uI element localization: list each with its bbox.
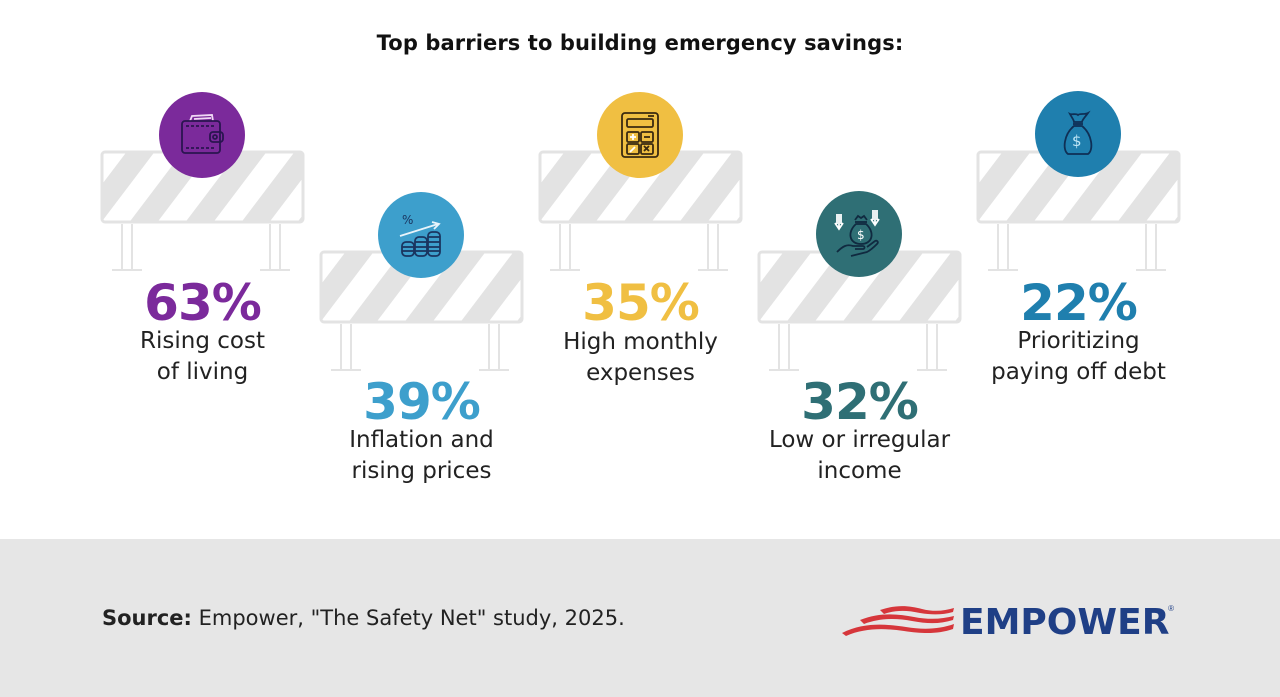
icon-circle (159, 92, 245, 178)
source-text: Empower, "The Safety Net" study, 2025. (191, 606, 625, 630)
barrier-stripe (624, 153, 704, 221)
barrier-stripe (405, 253, 485, 321)
icon-circle: $ (816, 191, 902, 277)
empower-logo: EMPOWER ® (840, 600, 1180, 644)
barrier-stripe (843, 253, 923, 321)
label-line: income (817, 458, 902, 484)
money-bag-icon: $ (1063, 110, 1093, 155)
svg-text:$: $ (1072, 132, 1082, 150)
svg-text:%: % (402, 213, 413, 227)
barrier-stripe (298, 216, 302, 221)
barrier-stripe (899, 253, 959, 321)
label-line: rising prices (351, 458, 492, 484)
label-line: Rising cost (140, 328, 265, 354)
barrier-stripe (736, 216, 740, 221)
registered-mark: ® (1168, 604, 1174, 613)
barrier-label: Prioritizing paying off debt (956, 326, 1201, 388)
barrier-label: Low or irregular income (737, 425, 982, 487)
label-line: of living (156, 359, 249, 385)
label-line: paying off debt (991, 359, 1166, 385)
money-bag-hand-icon: $ (834, 210, 880, 257)
label-line: expenses (586, 360, 695, 386)
label-line: Low or irregular (768, 427, 951, 453)
percent-value: 35% (582, 274, 700, 332)
barrier-stripe (461, 253, 521, 321)
label-line: Prioritizing (1017, 328, 1140, 354)
label-line: Inflation and (349, 427, 494, 453)
barrier-stripe (1118, 153, 1178, 221)
barrier-stripe (1174, 216, 1178, 221)
percent-value: 32% (801, 373, 919, 431)
footer-band (0, 539, 1280, 697)
rising-coins-icon: % (399, 213, 441, 257)
barrier-stripe (242, 153, 302, 221)
logo-wordmark: EMPOWER (960, 602, 1170, 643)
flag-waves-icon (842, 606, 954, 636)
icon-circle: % (378, 192, 464, 278)
barrier-label: Rising cost of living (80, 326, 325, 388)
barrier-label: Inflation and rising prices (299, 425, 544, 487)
source-citation: Source: Empower, "The Safety Net" study,… (102, 606, 625, 630)
infographic-title: Top barriers to building emergency savin… (376, 31, 904, 55)
barrier-stripe (186, 153, 266, 221)
percent-value: 63% (144, 274, 262, 332)
wallet-icon (181, 114, 224, 154)
percent-value: 22% (1020, 274, 1138, 332)
road-barrier-graphic (976, 150, 1181, 272)
icon-circle (597, 92, 683, 178)
label-line: High monthly (563, 329, 718, 355)
barrier-stripe (1062, 153, 1142, 221)
icon-circle: $ (1035, 91, 1121, 177)
barrier-stripe (680, 153, 740, 221)
svg-text:$: $ (857, 228, 865, 242)
percent-value: 39% (363, 373, 481, 431)
calculator-icon (621, 112, 659, 158)
barrier-label: High monthly expenses (518, 327, 763, 389)
source-label: Source: (102, 606, 192, 630)
